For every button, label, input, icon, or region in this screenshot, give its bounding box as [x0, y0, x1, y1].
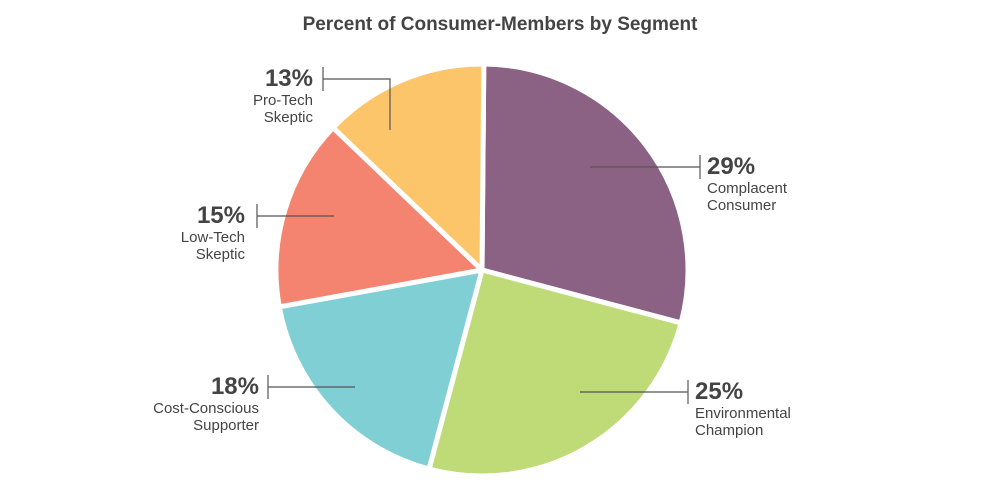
label-low-tech: 15% Low-Tech Skeptic	[180, 202, 245, 264]
leader-line-environmental	[580, 380, 689, 404]
data-label: 25%	[695, 378, 744, 405]
leader-line-complacent	[590, 155, 701, 179]
data-label: 29%	[707, 153, 756, 180]
label-pro-tech: 13% Pro-Tech Skeptic	[252, 65, 313, 127]
legend-text: Skeptic	[195, 246, 245, 263]
legend-text: Cost-Conscious	[153, 400, 259, 417]
pie-slice-low-tech	[273, 125, 485, 310]
pie-slice-environmental	[426, 267, 684, 479]
legend-text: Complacent	[707, 180, 788, 197]
pie-slice-pro-tech	[330, 61, 487, 273]
label-complacent: 29% Complacent Consumer	[707, 153, 788, 215]
data-label: 15%	[196, 202, 245, 229]
legend-text: Pro-Tech	[252, 92, 313, 109]
legend-text: Consumer	[707, 197, 777, 214]
leader-line-cost-conscious	[267, 375, 355, 399]
label-cost-conscious: 18% Cost-Conscious Supporter	[153, 373, 259, 435]
data-label: 13%	[264, 65, 313, 92]
leader-line-low-tech	[256, 204, 334, 228]
legend-text: Champion	[695, 422, 764, 439]
label-environmental: 25% Environmental Champion	[695, 378, 791, 440]
pie-slice-complacent	[479, 61, 691, 326]
legend-text: Environmental	[695, 405, 791, 422]
chart-title: Percent of Consumer-Members by Segment	[302, 14, 698, 35]
legend-text: Skeptic	[263, 109, 313, 126]
pie-slice-cost-conscious	[276, 267, 485, 472]
data-label: 18%	[210, 373, 259, 400]
legend-text: Supporter	[193, 417, 259, 434]
leader-line-pro-tech	[322, 67, 391, 130]
legend-text: Low-Tech	[180, 229, 245, 246]
